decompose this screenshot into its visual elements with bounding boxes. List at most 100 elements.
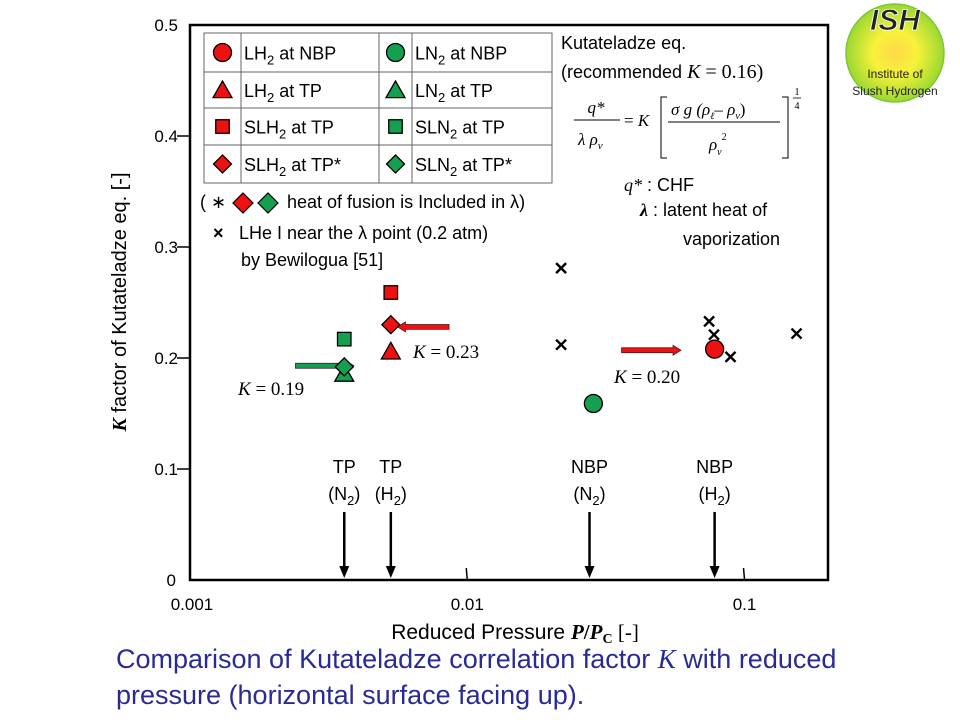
cross-legend-text2: by Bewilogua [51] [241,250,383,270]
y-axis: 0 0.1 0.2 0.3 0.4 0.5 [154,16,190,590]
eq-lhs-numerator: q* [588,98,606,117]
x-tick-label: 0.1 [733,595,757,614]
cross-stroke [790,327,803,340]
x-tick [742,567,746,581]
reference-arrow-head [339,566,350,578]
eq-exponent-numerator: 1 [795,87,800,98]
reference-label-line1: TP [379,457,402,477]
legend-label: SLN2 at TP [415,118,505,142]
ish-logo: ISH Institute of Slush Hydrogen [845,3,945,103]
legend-triangle-icon [211,79,234,99]
legend-label: SLH2 at TP [244,118,334,142]
reference-label-line1: TP [333,457,356,477]
reference-arrow: TP (N2) [328,457,360,578]
reference-arrow: NBP (N2) [571,457,608,578]
y-axis-label: K factor of Kutateladze eq. [-] [109,172,131,432]
reference-label-line1: NBP [571,457,608,477]
cross-stroke [724,351,737,363]
data-point-circle [704,339,725,359]
reference-arrows: TP (N2) TP (H2) NBP (N2) NBP (H2) [328,457,733,578]
cross-legend-text1: LHe Ι near the λ point (0.2 atm) [239,223,488,243]
data-point-diamond [380,314,401,335]
k-annotation: K = 0.23 [396,321,479,363]
k-annotation-label: K = 0.23 [412,342,479,363]
eq-exponent-denominator: 4 [795,101,800,112]
legend-notes: ( ∗ heat of fusion is Included in λ) × L… [200,192,525,270]
k-annotation-label: K = 0.19 [237,379,304,400]
y-tick-label: 0.4 [154,127,178,146]
legend-triangle-icon [384,79,407,99]
figure-caption: Comparison of Kutateladze correlation fa… [116,644,837,710]
y-tick-label: 0.1 [154,460,178,479]
legend-label: LN2 at NBP [415,44,507,68]
legend-label: SLH2 at TP* [244,155,341,179]
x-tick [465,567,469,581]
cross-stroke [708,328,720,341]
eq-left-bracket [660,96,667,159]
x-axis-label: Reduced Pressure P/PC [-] [391,620,639,647]
logo-title: ISH [870,4,921,37]
reference-arrow-head [385,566,396,578]
cross-stroke [555,262,567,274]
k-annotations: K = 0.19 K = 0.23 K = 0.20 [237,321,682,400]
legend-square-icon [215,119,230,134]
legend-label: LH2 at TP [244,81,322,105]
reference-arrow: NBP (H2) [696,457,733,578]
definition-lambda-line2: vaporization [683,229,780,249]
data-point-cross [708,328,720,341]
data-point-circle [583,393,604,414]
cross-stroke [703,315,715,328]
fusion-note-open: ( ∗ [200,192,226,212]
eq-lhs-denominator: λ ρv [577,130,603,152]
k-annotation-arrow [621,344,682,356]
x-tick-label: 0.01 [451,595,484,614]
data-point-cross [790,327,803,340]
reference-label-line2: (H2) [375,484,407,508]
fusion-note-red-diamond-icon [232,192,254,214]
reference-label-line1: NBP [696,457,733,477]
y-tick-label: 0.3 [154,238,178,257]
y-tick-label: 0 [167,571,176,590]
data-point-square [336,331,352,347]
data-points [333,262,803,414]
data-point-cross [724,351,737,363]
logo-line1: Institute of [867,67,923,81]
k-annotation-label: K = 0.20 [613,367,680,388]
legend-square-icon [388,119,403,134]
reference-label-line2: (H2) [698,484,730,508]
fusion-note-green-diamond-icon [257,192,279,214]
legend-table: LH2 at NBP LN2 at NBP LH2 at TP LN2 at TP SL… [203,32,553,184]
legend-circle-icon [212,42,233,63]
cross-legend-icon: × [213,223,224,243]
data-point-cross [703,315,715,328]
logo-circle [845,3,945,103]
y-tick-label: 0.5 [154,16,178,35]
plot-frame [188,23,830,582]
legend-circle-icon [385,42,406,63]
x-tick-label: 0.001 [171,595,214,614]
legend-diamond-icon [385,154,406,174]
kutateladze-equation: Kutateladze eq. (recommended K = 0.16) q… [561,33,801,249]
eq-equals: = K [624,111,651,130]
equation-formula: q* λ ρv = K σ g (ρℓ– ρv) ρv2 1 4 [574,87,801,159]
legend-diamond-icon [212,154,233,174]
equation-recommended: (recommended K = 0.16) [561,61,763,83]
data-point-square [383,285,399,300]
fusion-note-text: heat of fusion is Included in λ) [287,192,525,212]
eq-right-bracket [782,96,789,159]
reference-label-line2: (N2) [573,484,605,508]
equation-title: Kutateladze eq. [561,33,686,53]
x-axis: 0.001 0.01 0.1 [171,567,757,614]
data-point-cross [555,338,567,351]
eq-rhs-denominator: ρv2 [708,132,727,158]
data-point-triangle [380,341,402,360]
y-tick-label: 0.2 [154,349,178,368]
definition-qstar: q* : CHF [624,175,694,195]
k-annotation-arrow [396,321,450,333]
logo-line2: Slush Hydrogen [852,84,937,98]
definition-lambda: λ : latent heat of [639,200,768,220]
k-annotation: K = 0.20 [613,344,682,388]
eq-rhs-numerator: σ g (ρℓ– ρv) [671,100,745,122]
data-point-diamond [334,356,355,377]
